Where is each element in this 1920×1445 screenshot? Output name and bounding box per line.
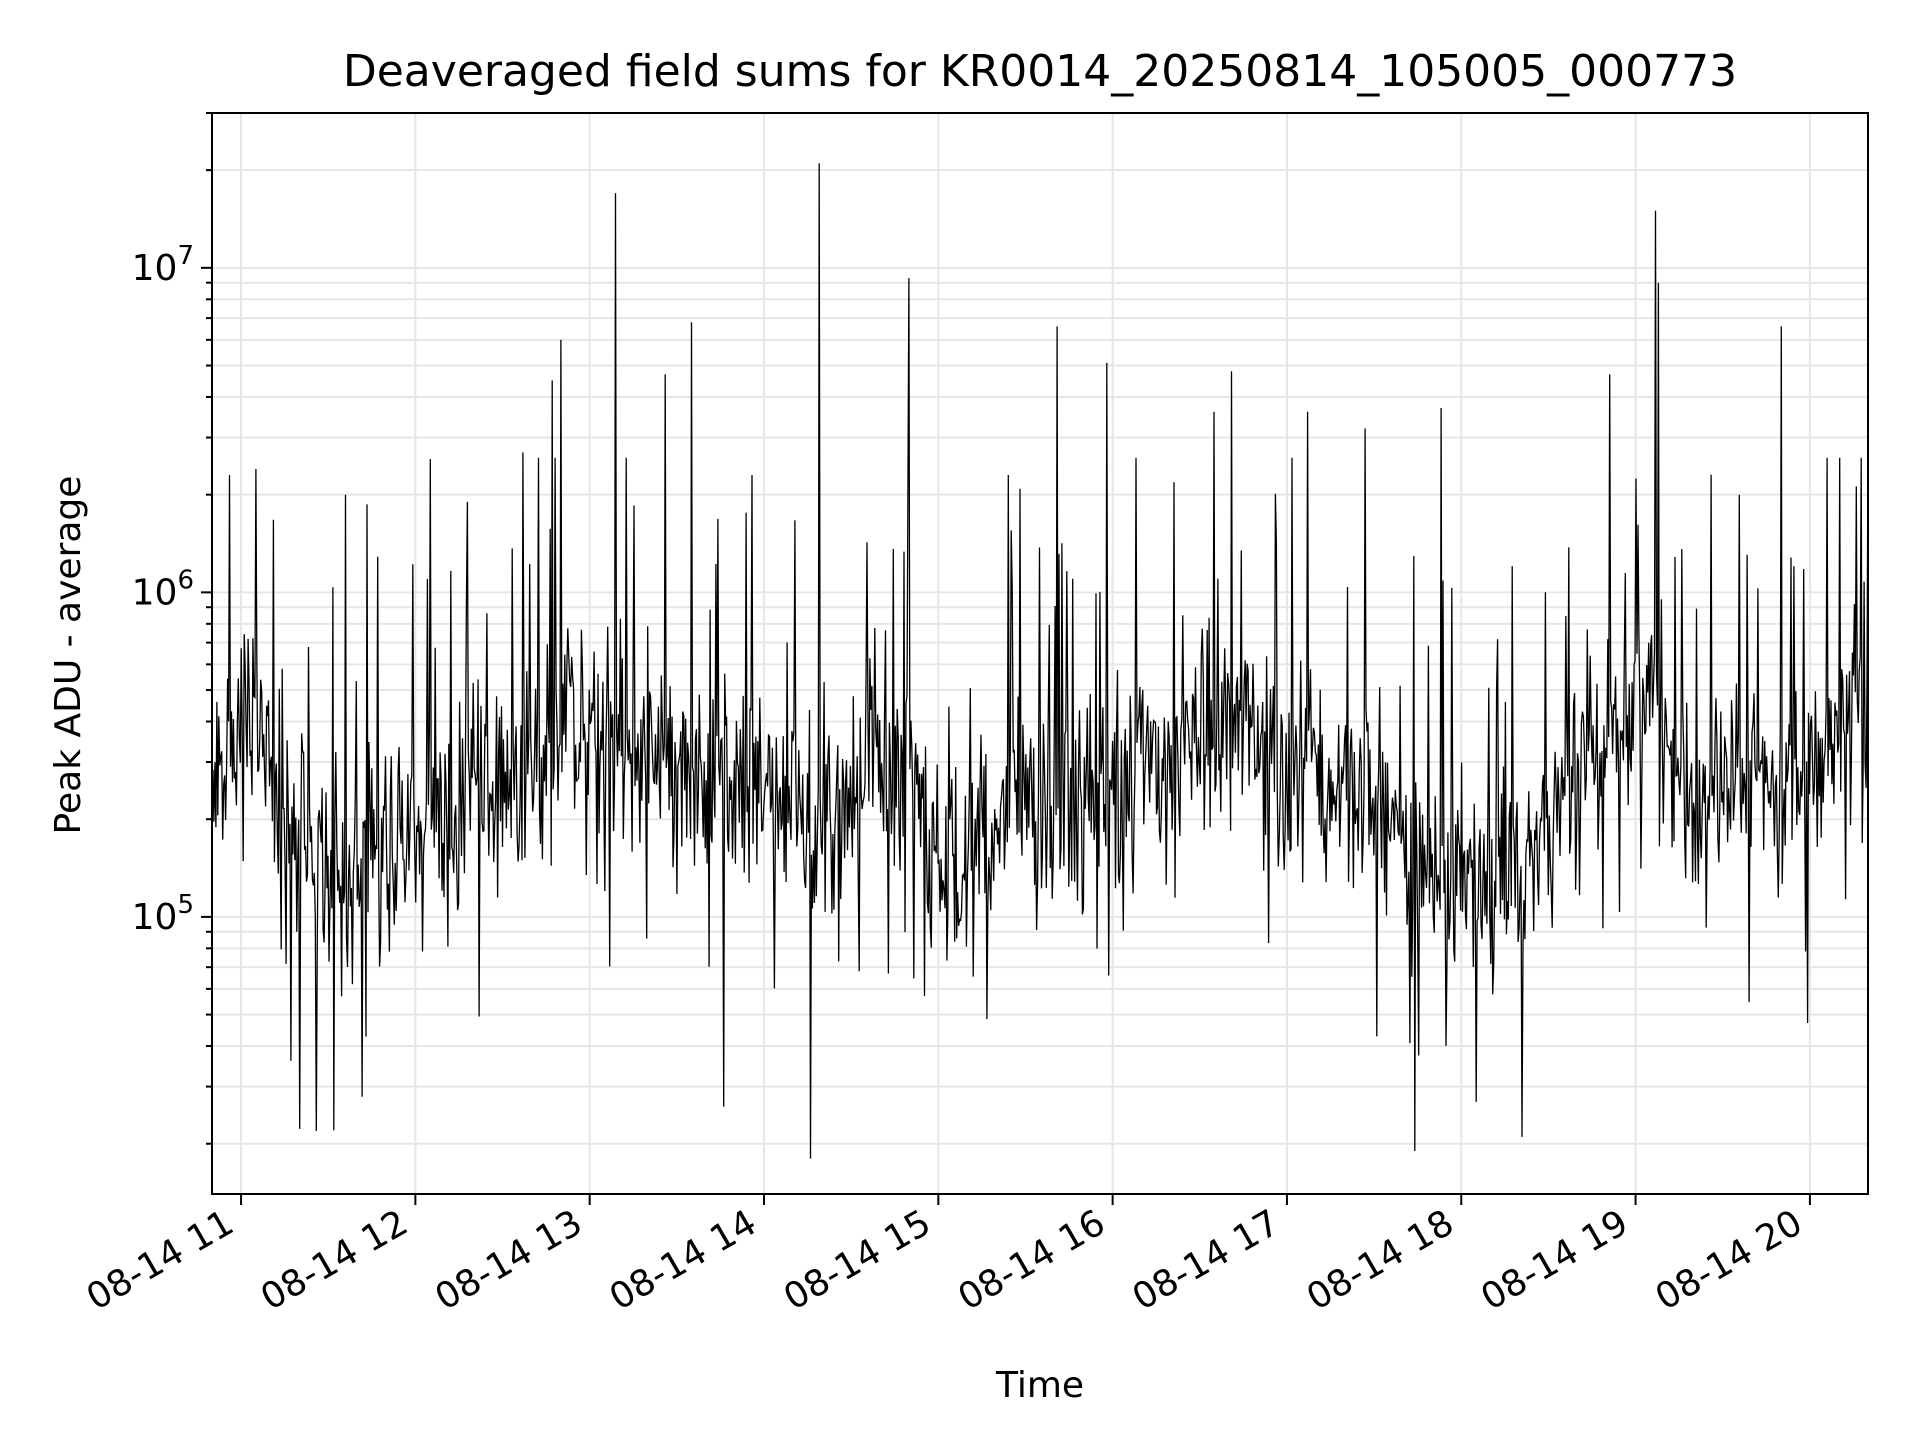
x-tick-label: 08-14 14 — [603, 1202, 764, 1318]
y-axis-label: Peak ADU - average — [48, 476, 89, 835]
x-tick-label: 08-14 11 — [80, 1202, 241, 1318]
chart-title: Deaveraged field sums for KR0014_2025081… — [343, 46, 1737, 97]
y-tick-label: 107 — [132, 241, 194, 289]
series-line — [211, 163, 1869, 1159]
x-tick-label: 08-14 13 — [429, 1202, 590, 1318]
x-tick-label: 08-14 20 — [1649, 1202, 1810, 1318]
x-tick-label: 08-14 19 — [1474, 1202, 1635, 1318]
data-series — [211, 163, 1869, 1159]
x-tick-label: 08-14 17 — [1126, 1202, 1287, 1318]
x-tick-label: 08-14 16 — [951, 1202, 1112, 1318]
x-tick-label: 08-14 12 — [254, 1202, 415, 1318]
plot-frame — [211, 112, 1869, 1195]
x-tick-label: 08-14 15 — [777, 1202, 938, 1318]
y-tick-label: 105 — [132, 890, 194, 938]
x-tick-label: 08-14 18 — [1300, 1202, 1461, 1318]
y-tick-label: 106 — [132, 565, 194, 613]
x-axis-label: Time — [995, 1365, 1084, 1406]
